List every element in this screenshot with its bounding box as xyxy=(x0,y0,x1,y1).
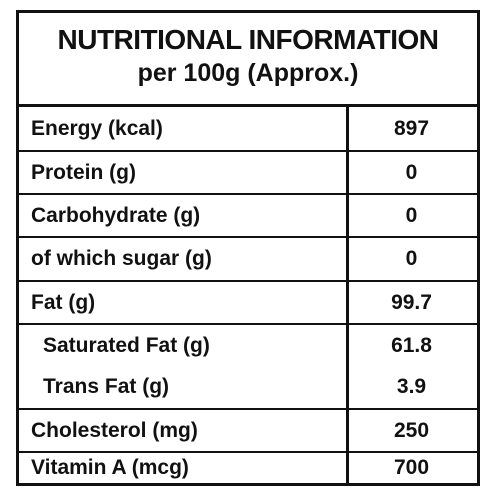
row-value: 0 xyxy=(405,247,418,270)
row-value: 700 xyxy=(393,456,430,479)
row-label: Saturated Fat (g) xyxy=(43,334,210,357)
row-label: Trans Fat (g) xyxy=(43,375,170,398)
table-row-energy: Energy (kcal) 897 xyxy=(19,117,477,149)
row-divider xyxy=(19,236,477,238)
row-value: 250 xyxy=(393,419,430,442)
row-value: 0 xyxy=(405,204,418,227)
row-label: Protein (g) xyxy=(31,161,136,184)
table-row-protein: Protein (g) 0 xyxy=(19,161,477,193)
table-header: NUTRITIONAL INFORMATION per 100g (Approx… xyxy=(19,13,477,107)
row-divider xyxy=(19,408,477,410)
row-value: 0 xyxy=(405,161,418,184)
table-row-fat: Fat (g) 99.7 xyxy=(19,291,477,323)
row-divider xyxy=(19,451,477,453)
table-row-saturated-fat: Saturated Fat (g) 61.8 xyxy=(19,334,477,366)
row-divider xyxy=(19,150,477,152)
row-divider xyxy=(19,280,477,282)
table-row-sugar: of which sugar (g) 0 xyxy=(19,247,477,279)
column-divider xyxy=(346,107,349,483)
row-divider xyxy=(19,323,477,325)
table-row-carbohydrate: Carbohydrate (g) 0 xyxy=(19,204,477,236)
row-value: 61.8 xyxy=(391,334,432,357)
row-value: 897 xyxy=(393,117,430,140)
row-value: 3.9 xyxy=(396,375,427,398)
row-label: Carbohydrate (g) xyxy=(31,204,201,227)
row-label: Energy (kcal) xyxy=(31,117,163,140)
table-row-cholesterol: Cholesterol (mg) 250 xyxy=(19,419,477,451)
table-subtitle: per 100g (Approx.) xyxy=(137,59,359,87)
nutrition-table: NUTRITIONAL INFORMATION per 100g (Approx… xyxy=(16,10,480,486)
row-divider xyxy=(19,193,477,195)
row-label: Cholesterol (mg) xyxy=(31,419,198,442)
row-label: of which sugar (g) xyxy=(31,247,212,270)
row-value: 99.7 xyxy=(391,291,432,314)
table-title: NUTRITIONAL INFORMATION xyxy=(57,24,439,55)
table-row-trans-fat: Trans Fat (g) 3.9 xyxy=(19,375,477,407)
row-label: Fat (g) xyxy=(31,291,96,314)
row-label: Vitamin A (mcg) xyxy=(31,456,189,479)
table-row-vitamin-a: Vitamin A (mcg) 700 xyxy=(19,456,477,486)
